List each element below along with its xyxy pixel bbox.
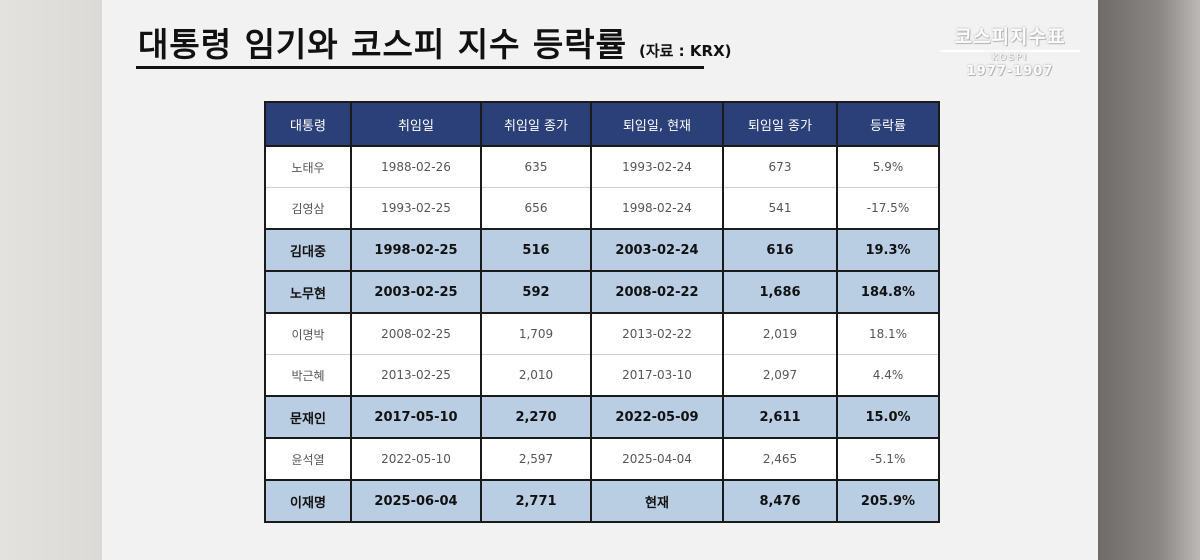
table-row-highlighted: 노무현 2003-02-25 592 2008-02-22 1,686 184.… bbox=[264, 270, 940, 314]
cell-inauguration-close: 2,270 bbox=[480, 395, 592, 439]
cell-inauguration-close: 592 bbox=[480, 270, 592, 314]
cell-inauguration-date: 2017-05-10 bbox=[350, 395, 482, 439]
cell-inauguration-close: 635 bbox=[480, 145, 592, 188]
table-row: 노태우 1988-02-26 635 1993-02-24 673 5.9% bbox=[264, 145, 940, 188]
cell-leave-close: 616 bbox=[722, 228, 838, 272]
table-row: 박근혜 2013-02-25 2,010 2017-03-10 2,097 4.… bbox=[264, 354, 940, 397]
cell-inauguration-close: 2,010 bbox=[480, 354, 592, 397]
source-note: (자료 : KRX) bbox=[639, 42, 732, 60]
cell-leave-date: 2025-04-04 bbox=[590, 437, 724, 481]
header-president: 대통령 bbox=[264, 101, 352, 147]
watermark-logo: 코스피지수표 KOSPI 1977-1907 bbox=[940, 22, 1080, 80]
cell-president: 김대중 bbox=[264, 228, 352, 272]
presentation-slide: 대통령 임기와 코스피 지수 등락률 (자료 : KRX) 코스피지수표 KOS… bbox=[102, 0, 1098, 560]
title-underline bbox=[136, 66, 704, 69]
cell-president: 김영삼 bbox=[264, 187, 352, 230]
cell-leave-date: 1998-02-24 bbox=[590, 187, 724, 230]
cell-leave-date: 2017-03-10 bbox=[590, 354, 724, 397]
cell-president: 문재인 bbox=[264, 395, 352, 439]
header-leave-date: 퇴임일, 현재 bbox=[590, 101, 724, 147]
cell-leave-date: 2013-02-22 bbox=[590, 312, 724, 355]
cell-inauguration-date: 1993-02-25 bbox=[350, 187, 482, 230]
cell-leave-date: 2003-02-24 bbox=[590, 228, 724, 272]
logo-year-text: 1977-1907 bbox=[966, 64, 1054, 79]
cell-president: 이명박 bbox=[264, 312, 352, 355]
title-block: 대통령 임기와 코스피 지수 등락률 (자료 : KRX) bbox=[138, 18, 732, 66]
cell-inauguration-date: 1988-02-26 bbox=[350, 145, 482, 188]
header-inauguration-date: 취임일 bbox=[350, 101, 482, 147]
table-row-highlighted: 이재명 2025-06-04 2,771 현재 8,476 205.9% bbox=[264, 479, 940, 523]
right-background-band bbox=[1098, 0, 1200, 560]
cell-president: 이재명 bbox=[264, 479, 352, 523]
cell-leave-date: 2008-02-22 bbox=[590, 270, 724, 314]
cell-leave-date: 1993-02-24 bbox=[590, 145, 724, 188]
cell-leave-close: 2,019 bbox=[722, 312, 838, 355]
left-background-band bbox=[0, 0, 102, 560]
cell-change-rate: 19.3% bbox=[836, 228, 940, 272]
table-row: 이명박 2008-02-25 1,709 2013-02-22 2,019 18… bbox=[264, 312, 940, 355]
cell-inauguration-close: 2,771 bbox=[480, 479, 592, 523]
cell-inauguration-date: 2025-06-04 bbox=[350, 479, 482, 523]
header-leave-close: 퇴임일 종가 bbox=[722, 101, 838, 147]
cell-leave-close: 1,686 bbox=[722, 270, 838, 314]
cell-change-rate: 15.0% bbox=[836, 395, 940, 439]
cell-change-rate: -5.1% bbox=[836, 437, 940, 481]
cell-change-rate: 5.9% bbox=[836, 145, 940, 188]
cell-leave-close: 2,611 bbox=[722, 395, 838, 439]
slide-title: 대통령 임기와 코스피 지수 등락률 bbox=[138, 25, 627, 64]
logo-main-text: 코스피지수표 bbox=[940, 22, 1080, 52]
table-header-row: 대통령 취임일 취임일 종가 퇴임일, 현재 퇴임일 종가 등락률 bbox=[264, 101, 940, 147]
cell-change-rate: 184.8% bbox=[836, 270, 940, 314]
cell-leave-close: 2,097 bbox=[722, 354, 838, 397]
cell-inauguration-date: 2013-02-25 bbox=[350, 354, 482, 397]
cell-inauguration-date: 1998-02-25 bbox=[350, 228, 482, 272]
cell-change-rate: -17.5% bbox=[836, 187, 940, 230]
cell-inauguration-close: 656 bbox=[480, 187, 592, 230]
table-row: 김영삼 1993-02-25 656 1998-02-24 541 -17.5% bbox=[264, 187, 940, 230]
header-change-rate: 등락률 bbox=[836, 101, 940, 147]
cell-president: 노무현 bbox=[264, 270, 352, 314]
cell-inauguration-date: 2022-05-10 bbox=[350, 437, 482, 481]
cell-leave-date: 현재 bbox=[590, 479, 724, 523]
cell-president: 노태우 bbox=[264, 145, 352, 188]
cell-inauguration-close: 516 bbox=[480, 228, 592, 272]
cell-leave-close: 541 bbox=[722, 187, 838, 230]
header-inauguration-close: 취임일 종가 bbox=[480, 101, 592, 147]
cell-president: 윤석열 bbox=[264, 437, 352, 481]
cell-leave-date: 2022-05-09 bbox=[590, 395, 724, 439]
cell-leave-close: 8,476 bbox=[722, 479, 838, 523]
table-row-highlighted: 문재인 2017-05-10 2,270 2022-05-09 2,611 15… bbox=[264, 395, 940, 439]
cell-change-rate: 205.9% bbox=[836, 479, 940, 523]
kospi-president-table: 대통령 취임일 취임일 종가 퇴임일, 현재 퇴임일 종가 등락률 노태우 19… bbox=[264, 101, 940, 523]
cell-change-rate: 4.4% bbox=[836, 354, 940, 397]
table-row-highlighted: 김대중 1998-02-25 516 2003-02-24 616 19.3% bbox=[264, 228, 940, 272]
table-row: 윤석열 2022-05-10 2,597 2025-04-04 2,465 -5… bbox=[264, 437, 940, 481]
cell-leave-close: 673 bbox=[722, 145, 838, 188]
cell-inauguration-close: 1,709 bbox=[480, 312, 592, 355]
cell-inauguration-date: 2008-02-25 bbox=[350, 312, 482, 355]
cell-leave-close: 2,465 bbox=[722, 437, 838, 481]
cell-president: 박근혜 bbox=[264, 354, 352, 397]
cell-inauguration-close: 2,597 bbox=[480, 437, 592, 481]
logo-sub-text: KOSPI bbox=[991, 53, 1029, 63]
cell-change-rate: 18.1% bbox=[836, 312, 940, 355]
cell-inauguration-date: 2003-02-25 bbox=[350, 270, 482, 314]
